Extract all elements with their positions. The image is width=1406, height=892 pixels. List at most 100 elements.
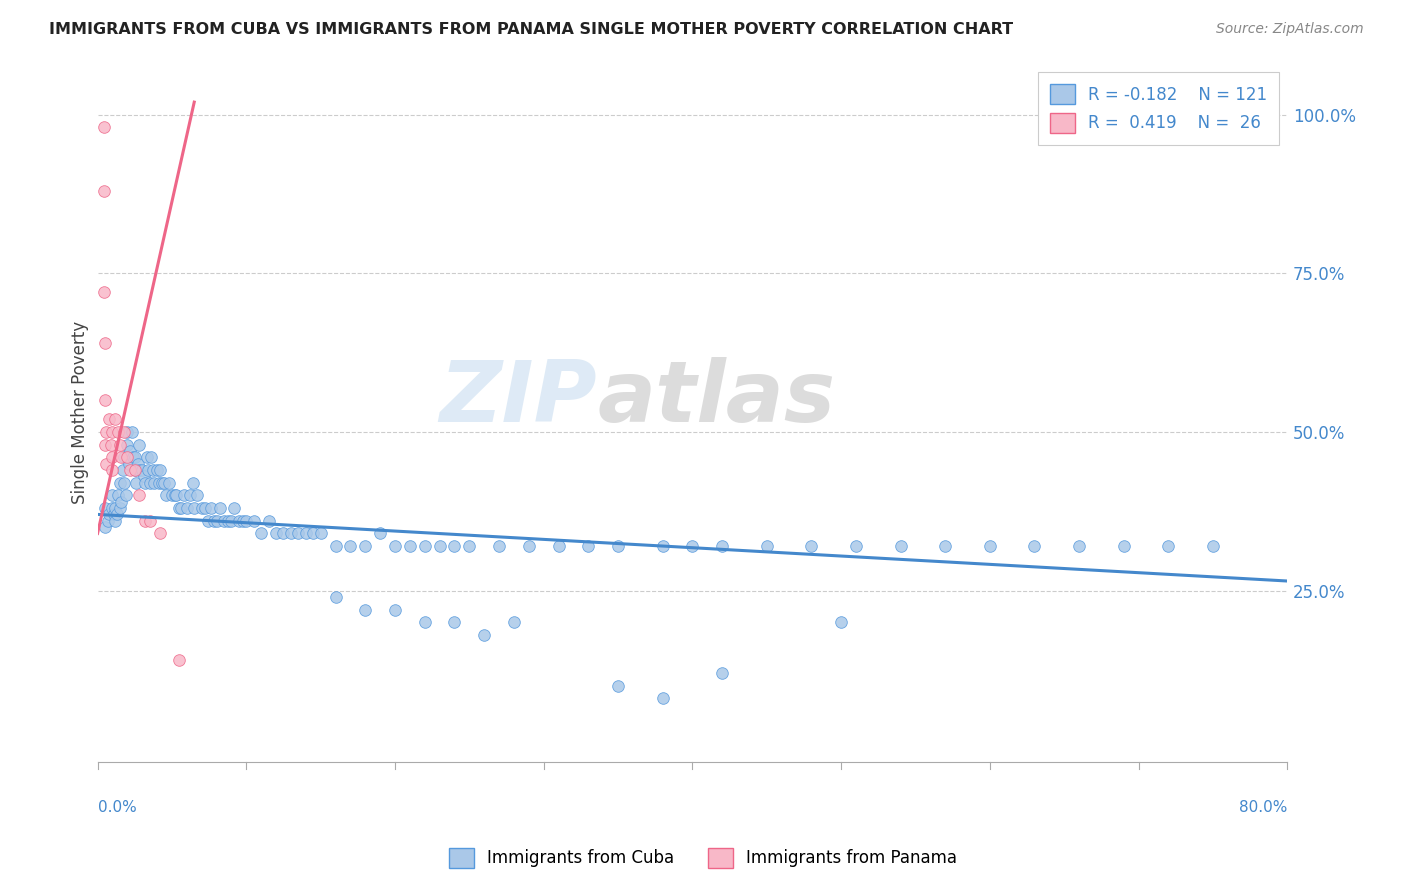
Point [368, 526, 391, 541]
Point [212, 514, 235, 528]
Point [125, 475, 148, 490]
Point [208, 501, 231, 516]
Point [100, 437, 122, 451]
Point [325, 539, 347, 553]
Point [124, 450, 146, 465]
Point [105, 508, 128, 522]
Point [104, 412, 127, 426]
Point [273, 526, 295, 541]
Point [190, 501, 212, 516]
Point [120, 444, 142, 458]
Point [711, 665, 734, 680]
Point [651, 691, 673, 706]
Point [121, 425, 143, 439]
Point [96, 457, 118, 471]
Point [107, 425, 129, 439]
Point [443, 615, 465, 630]
Point [325, 590, 347, 604]
Point [101, 450, 124, 465]
Text: atlas: atlas [598, 358, 835, 441]
Point [221, 514, 243, 528]
Point [1067, 539, 1090, 553]
Point [96, 425, 118, 439]
Point [384, 602, 406, 616]
Point [112, 450, 135, 465]
Point [138, 514, 160, 528]
Point [94, 393, 117, 408]
Point [104, 514, 127, 528]
Point [1112, 539, 1135, 553]
Point [114, 488, 136, 502]
Point [118, 457, 141, 471]
Point [517, 539, 540, 553]
Text: ZIP: ZIP [440, 358, 598, 441]
Point [755, 539, 778, 553]
Point [94, 501, 117, 516]
Point [111, 463, 134, 477]
Point [413, 615, 436, 630]
Point [101, 425, 124, 439]
Point [93, 184, 115, 198]
Point [354, 602, 377, 616]
Point [472, 628, 495, 642]
Point [165, 488, 187, 502]
Point [503, 615, 526, 630]
Point [170, 501, 193, 516]
Point [163, 488, 186, 502]
Point [681, 539, 703, 553]
Legend: R = -0.182    N = 121, R =  0.419    N =  26: R = -0.182 N = 121, R = 0.419 N = 26 [1038, 72, 1279, 145]
Point [173, 488, 195, 502]
Point [217, 514, 239, 528]
Point [183, 501, 205, 516]
Point [143, 475, 166, 490]
Point [146, 463, 169, 477]
Point [108, 501, 131, 516]
Point [607, 539, 630, 553]
Point [117, 425, 139, 439]
Point [309, 526, 332, 541]
Point [101, 501, 124, 516]
Point [443, 539, 465, 553]
Point [110, 494, 132, 508]
Point [110, 450, 132, 465]
Text: Source: ZipAtlas.com: Source: ZipAtlas.com [1216, 22, 1364, 37]
Point [202, 514, 225, 528]
Point [429, 539, 451, 553]
Point [339, 539, 361, 553]
Point [139, 450, 162, 465]
Point [142, 463, 165, 477]
Text: IMMIGRANTS FROM CUBA VS IMMIGRANTS FROM PANAMA SINGLE MOTHER POVERTY CORRELATION: IMMIGRANTS FROM CUBA VS IMMIGRANTS FROM … [49, 22, 1014, 37]
Point [132, 469, 155, 483]
Point [354, 539, 377, 553]
Point [179, 488, 201, 502]
Point [117, 437, 139, 451]
Point [194, 501, 217, 516]
Point [101, 488, 124, 502]
Point [138, 475, 160, 490]
Point [93, 120, 115, 135]
Point [160, 488, 183, 502]
Y-axis label: Single Mother Poverty: Single Mother Poverty [72, 321, 89, 505]
Point [169, 501, 191, 516]
Point [117, 450, 139, 465]
Point [124, 463, 146, 477]
Point [280, 526, 302, 541]
Point [134, 475, 156, 490]
Point [128, 488, 150, 502]
Point [979, 539, 1001, 553]
Point [294, 526, 316, 541]
Point [235, 514, 257, 528]
Point [98, 508, 121, 522]
Point [112, 475, 135, 490]
Point [97, 514, 120, 528]
Point [250, 526, 273, 541]
Point [302, 526, 325, 541]
Point [413, 539, 436, 553]
Point [98, 412, 121, 426]
Point [94, 336, 117, 351]
Point [94, 520, 117, 534]
Text: 80.0%: 80.0% [1239, 800, 1288, 815]
Point [176, 501, 198, 516]
Legend: Immigrants from Cuba, Immigrants from Panama: Immigrants from Cuba, Immigrants from Pa… [443, 841, 963, 875]
Point [127, 457, 149, 471]
